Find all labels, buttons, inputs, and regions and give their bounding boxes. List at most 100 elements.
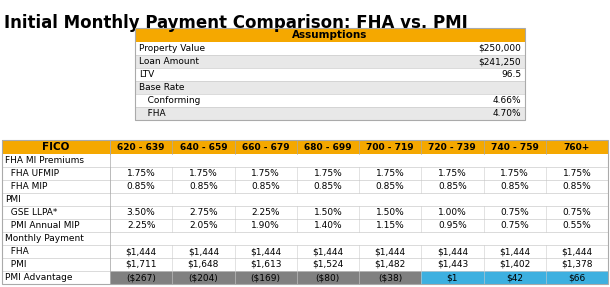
Text: 96.5: 96.5 — [501, 70, 521, 79]
Bar — [422, 167, 484, 180]
Text: ($38): ($38) — [378, 273, 402, 282]
Text: LTV: LTV — [139, 70, 154, 79]
Bar — [234, 271, 296, 284]
Text: Property Value: Property Value — [139, 44, 205, 53]
Bar — [546, 258, 608, 271]
Text: 1.75%: 1.75% — [562, 169, 591, 178]
Text: $1,444: $1,444 — [375, 247, 406, 256]
Text: $1,613: $1,613 — [250, 260, 281, 269]
Text: FHA: FHA — [139, 109, 166, 118]
Bar — [110, 206, 172, 219]
Bar — [234, 180, 296, 193]
Text: PMI: PMI — [5, 260, 26, 269]
Text: 0.85%: 0.85% — [376, 182, 404, 191]
Text: FHA MI Premiums: FHA MI Premiums — [5, 156, 84, 165]
Bar — [546, 180, 608, 193]
Bar — [296, 271, 359, 284]
Bar — [135, 42, 525, 55]
Bar — [135, 55, 525, 68]
Text: $1,378: $1,378 — [561, 260, 593, 269]
Text: $1,444: $1,444 — [126, 247, 157, 256]
Bar — [296, 167, 359, 180]
Text: ($267): ($267) — [126, 273, 156, 282]
Text: 4.70%: 4.70% — [492, 109, 521, 118]
Bar — [2, 219, 110, 232]
Bar — [110, 271, 172, 284]
Text: $250,000: $250,000 — [478, 44, 521, 53]
Text: FHA MIP: FHA MIP — [5, 182, 48, 191]
Text: $1,648: $1,648 — [188, 260, 219, 269]
Text: 0.95%: 0.95% — [438, 221, 467, 230]
Bar — [546, 167, 608, 180]
Text: 0.85%: 0.85% — [562, 182, 591, 191]
Text: $1: $1 — [447, 273, 458, 282]
Text: $1,444: $1,444 — [437, 247, 468, 256]
Bar — [172, 167, 234, 180]
Text: 0.85%: 0.85% — [500, 182, 529, 191]
Text: 1.40%: 1.40% — [314, 221, 342, 230]
Text: 4.66%: 4.66% — [492, 96, 521, 105]
Text: $1,444: $1,444 — [499, 247, 530, 256]
Text: 1.75%: 1.75% — [251, 169, 280, 178]
Bar — [484, 271, 546, 284]
Text: ($169): ($169) — [251, 273, 281, 282]
Text: 1.75%: 1.75% — [314, 169, 342, 178]
Bar — [422, 271, 484, 284]
Bar — [2, 154, 110, 167]
Text: 0.75%: 0.75% — [500, 208, 529, 217]
Bar — [359, 245, 422, 258]
Bar — [296, 206, 359, 219]
Bar — [110, 258, 172, 271]
Text: $1,444: $1,444 — [188, 247, 219, 256]
Bar — [546, 245, 608, 258]
Text: 1.75%: 1.75% — [127, 169, 156, 178]
Text: 640 - 659: 640 - 659 — [179, 143, 227, 152]
Bar — [2, 258, 110, 271]
Text: 1.00%: 1.00% — [438, 208, 467, 217]
Bar — [546, 271, 608, 284]
Bar — [2, 271, 110, 284]
Text: 620 - 639: 620 - 639 — [117, 143, 165, 152]
Text: GSE LLPA*: GSE LLPA* — [5, 208, 57, 217]
Text: Initial Monthly Payment Comparison: FHA vs. PMI: Initial Monthly Payment Comparison: FHA … — [4, 14, 468, 32]
Text: 2.05%: 2.05% — [189, 221, 218, 230]
Bar — [2, 245, 110, 258]
Text: 680 - 699: 680 - 699 — [304, 143, 352, 152]
Text: PMI: PMI — [5, 195, 21, 204]
Text: Conforming: Conforming — [139, 96, 200, 105]
Bar — [422, 219, 484, 232]
Bar — [234, 167, 296, 180]
Bar — [296, 258, 359, 271]
Bar — [484, 258, 546, 271]
Text: 0.85%: 0.85% — [314, 182, 342, 191]
Bar — [422, 245, 484, 258]
Text: FHA: FHA — [5, 247, 29, 256]
Bar — [484, 245, 546, 258]
Bar — [135, 94, 525, 107]
Bar — [359, 167, 422, 180]
Bar — [172, 258, 234, 271]
Bar — [359, 219, 422, 232]
Text: Assumptions: Assumptions — [292, 30, 368, 40]
Bar — [135, 28, 525, 120]
Text: 1.75%: 1.75% — [376, 169, 404, 178]
Bar — [484, 219, 546, 232]
Bar — [234, 245, 296, 258]
Text: 1.90%: 1.90% — [251, 221, 280, 230]
Bar — [2, 140, 608, 154]
Bar — [296, 180, 359, 193]
Bar — [110, 180, 172, 193]
Bar — [2, 167, 110, 180]
Text: 2.25%: 2.25% — [127, 221, 156, 230]
Bar — [172, 180, 234, 193]
Bar — [135, 107, 525, 120]
Bar — [110, 245, 172, 258]
Text: ($80): ($80) — [316, 273, 340, 282]
Text: ($204): ($204) — [188, 273, 218, 282]
Bar — [110, 167, 172, 180]
Text: 1.75%: 1.75% — [500, 169, 529, 178]
Bar — [172, 219, 234, 232]
Text: 1.50%: 1.50% — [314, 208, 342, 217]
Bar — [296, 245, 359, 258]
Text: $1,444: $1,444 — [312, 247, 343, 256]
